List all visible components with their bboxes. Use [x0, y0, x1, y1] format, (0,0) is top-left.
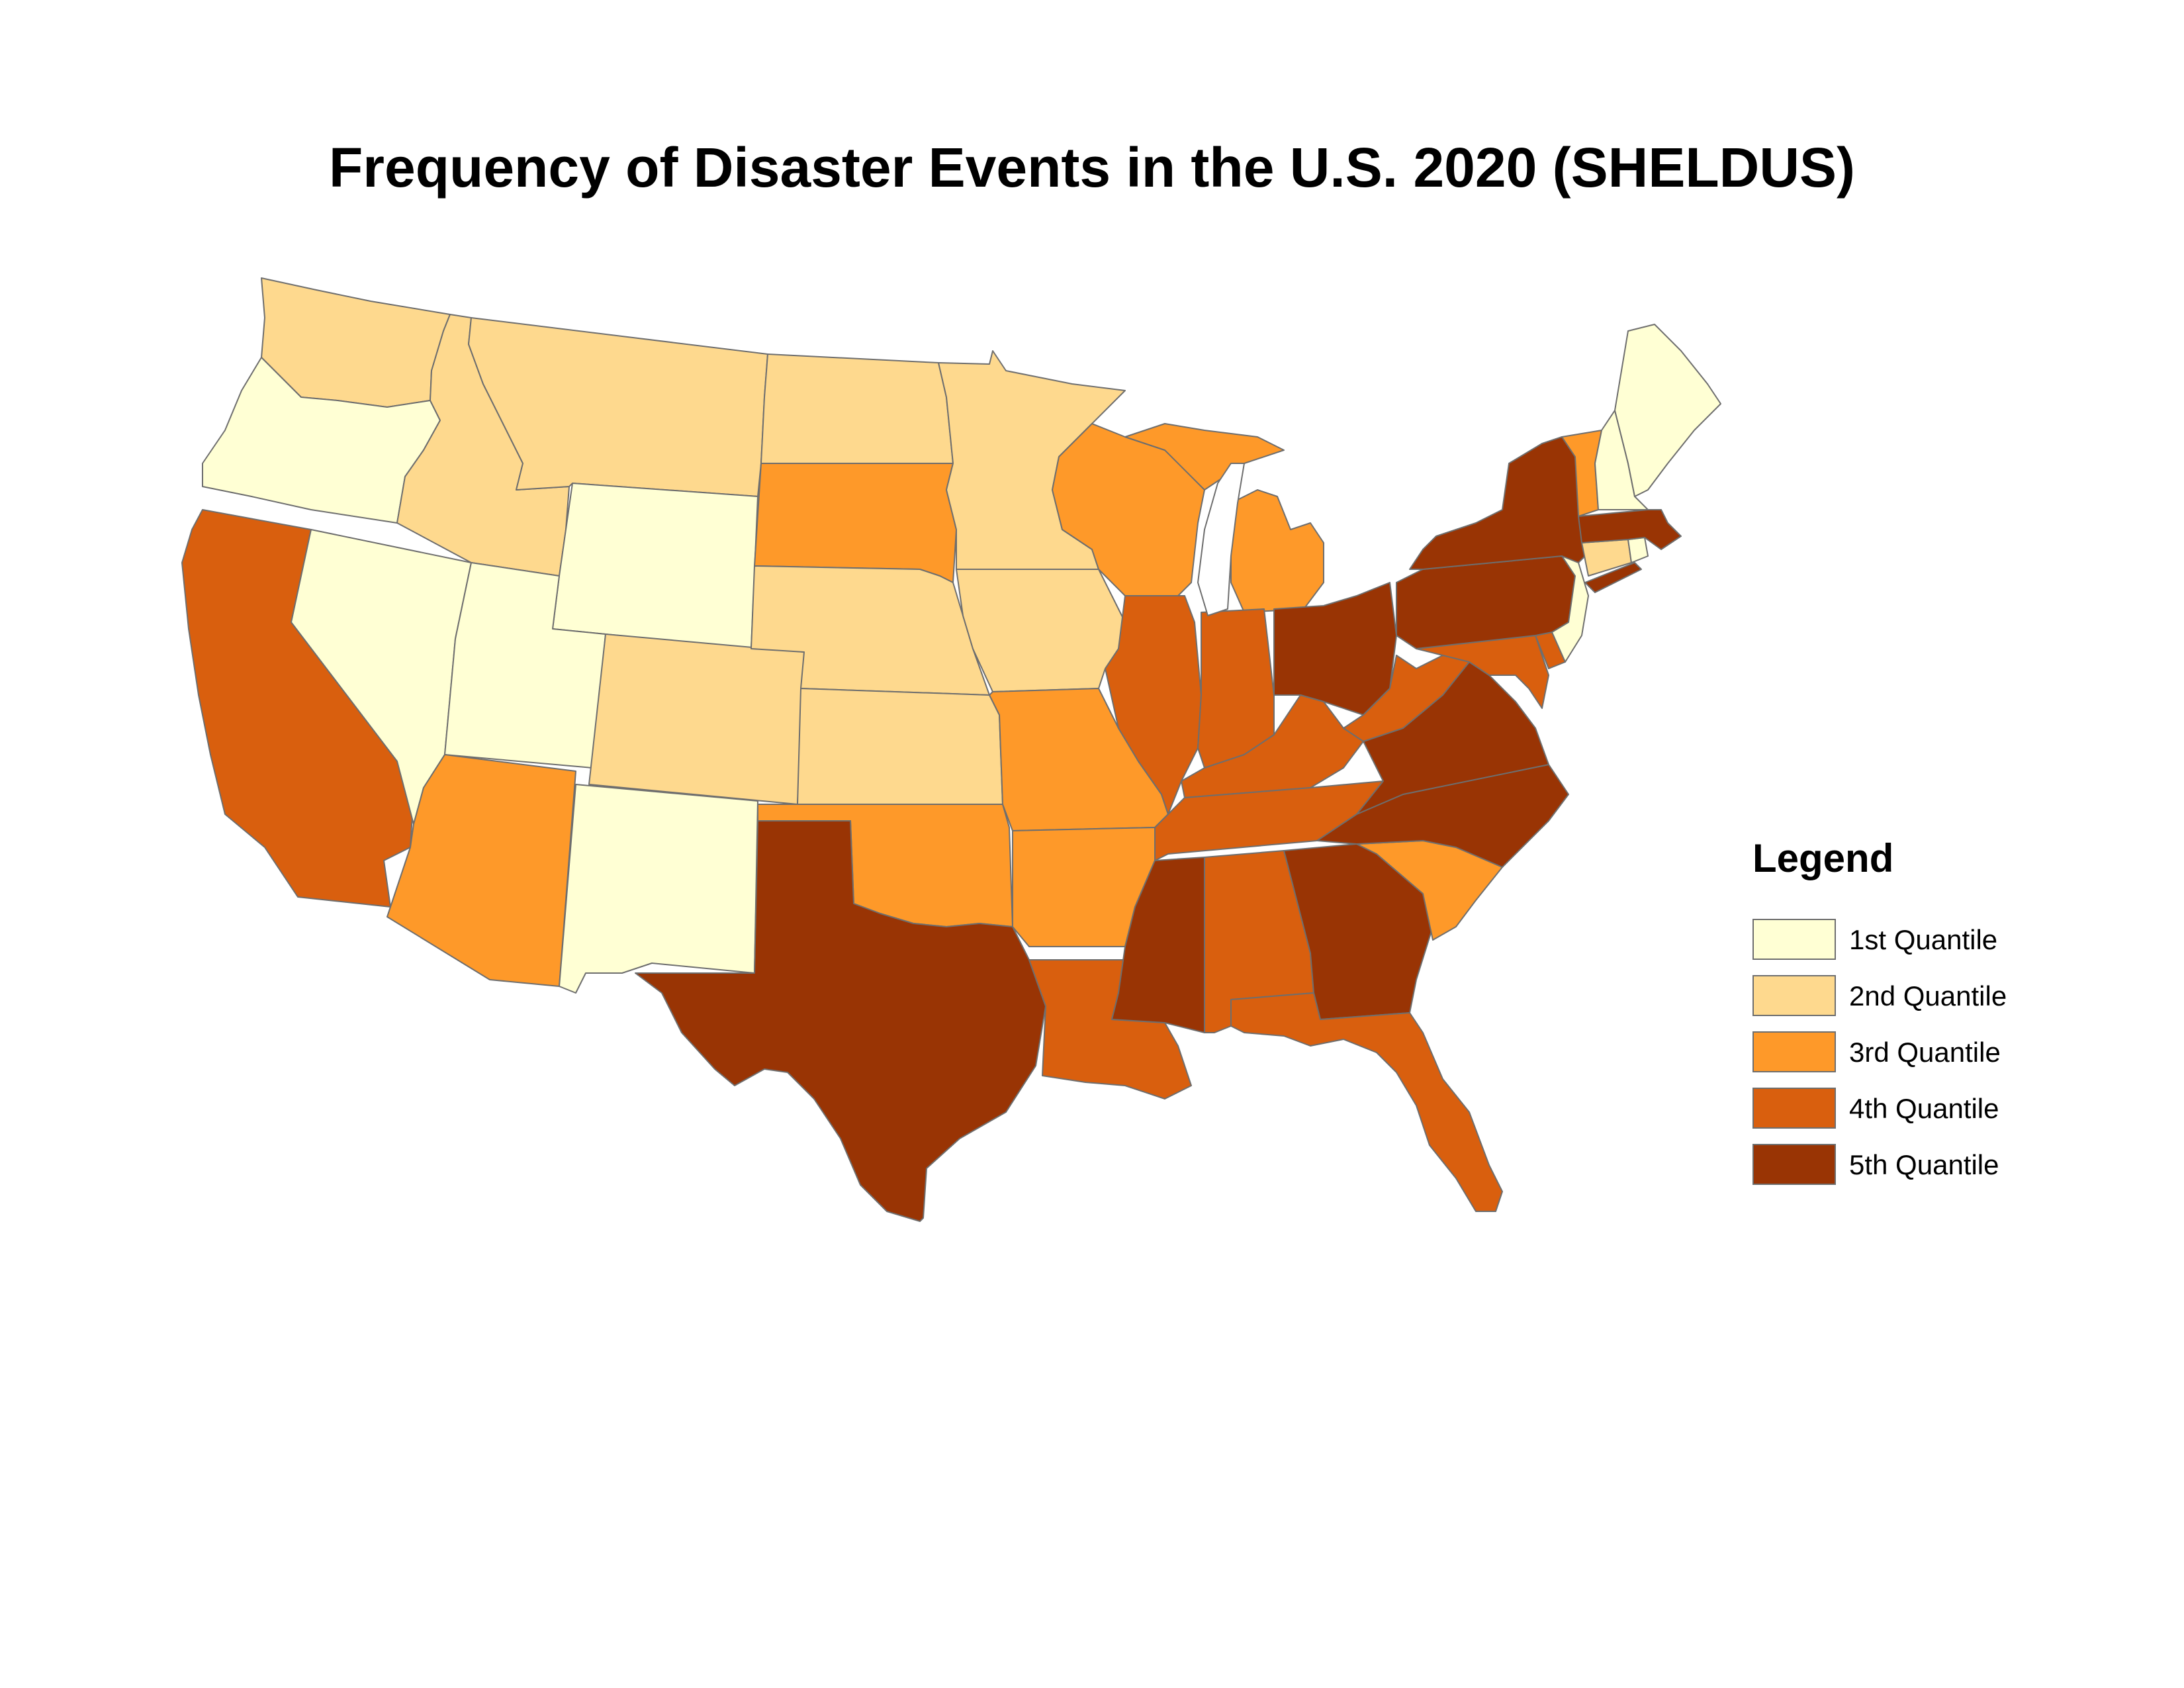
legend-label: 4th Quantile — [1849, 1093, 1999, 1124]
state-florida[interactable] — [1230, 992, 1503, 1212]
legend-swatch — [1752, 975, 1836, 1016]
state-texas[interactable] — [635, 820, 1046, 1222]
legend-label: 5th Quantile — [1849, 1149, 1999, 1180]
state-south-dakota[interactable] — [754, 463, 957, 583]
legend-swatch — [1752, 919, 1836, 960]
lake-michigan — [1197, 463, 1245, 616]
state-massachusetts[interactable] — [1578, 509, 1682, 550]
state-maine[interactable] — [1614, 324, 1721, 497]
legend-swatch — [1752, 1031, 1836, 1072]
legend-swatch — [1752, 1088, 1836, 1129]
state-kansas[interactable] — [797, 688, 1003, 805]
state-new-mexico[interactable] — [559, 784, 758, 994]
state-colorado[interactable] — [588, 633, 805, 805]
legend-swatch — [1752, 1144, 1836, 1185]
state-mississippi[interactable] — [1111, 857, 1205, 1033]
legend-label: 2nd Quantile — [1849, 980, 2007, 1011]
state-north-dakota[interactable] — [760, 353, 954, 464]
state-wyoming[interactable] — [552, 483, 758, 649]
state-michigan[interactable] — [1124, 423, 1324, 613]
map-title: Frequency of Disaster Events in the U.S.… — [329, 136, 1855, 199]
legend-label: 3rd Quantile — [1849, 1037, 2001, 1068]
state-maryland[interactable] — [1416, 635, 1549, 709]
legend-title: Legend — [1752, 836, 1894, 880]
state-rhode-island[interactable] — [1627, 537, 1649, 563]
legend-label: 1st Quantile — [1849, 924, 1998, 955]
state-new-jersey[interactable] — [1551, 555, 1589, 663]
